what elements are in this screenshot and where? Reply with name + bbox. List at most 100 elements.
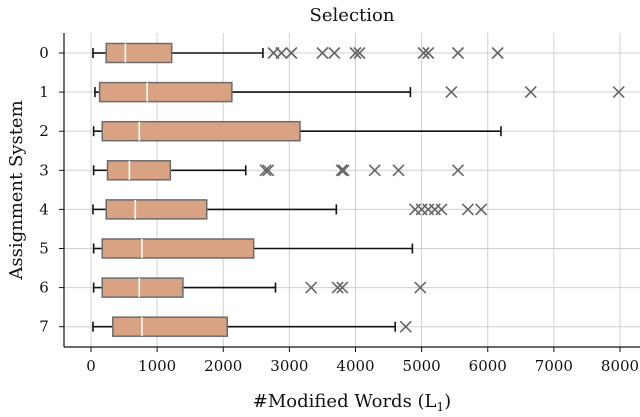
flier-marker xyxy=(417,46,430,60)
x-tick-label: 7000 xyxy=(535,357,573,375)
flier-stroke xyxy=(275,46,288,60)
flier-stroke xyxy=(445,86,458,99)
grid-layer xyxy=(64,33,640,347)
flier-stroke xyxy=(491,46,504,60)
y-tick-label: 4 xyxy=(39,200,49,218)
flier-stroke xyxy=(461,203,474,216)
axes-layer xyxy=(63,33,640,348)
flier-marker xyxy=(328,46,341,60)
box-group-4 xyxy=(92,199,488,220)
box-group-1 xyxy=(94,81,625,103)
flier-marker xyxy=(461,203,474,216)
flier-stroke xyxy=(451,164,465,177)
x-tick-label: 6000 xyxy=(469,357,507,375)
y-tick-label: 3 xyxy=(39,161,49,179)
flier-stroke xyxy=(328,46,341,60)
flier-marker xyxy=(414,281,427,294)
flier-marker xyxy=(259,164,272,177)
flier-stroke xyxy=(353,46,366,60)
chart-title: Selection xyxy=(310,5,395,26)
flier-marker xyxy=(524,86,537,99)
flier-marker xyxy=(316,46,329,60)
x-axis-label: #Modified Words (L1) xyxy=(253,391,451,414)
flier-stroke xyxy=(305,281,318,294)
flier-marker xyxy=(368,164,381,177)
flier-marker xyxy=(475,203,488,216)
flier-stroke xyxy=(262,164,275,177)
box xyxy=(98,81,233,103)
flier-marker xyxy=(285,46,298,60)
box xyxy=(112,316,228,337)
y-tick-label: 6 xyxy=(39,279,49,297)
y-tick-label: 2 xyxy=(39,122,49,140)
flier-stroke xyxy=(399,320,412,333)
flier-stroke xyxy=(422,46,435,60)
flier-stroke xyxy=(337,164,350,177)
flier-marker xyxy=(275,46,288,60)
x-tick-label: 4000 xyxy=(336,357,374,375)
box xyxy=(105,42,173,64)
flier-marker xyxy=(262,164,275,177)
flier-marker xyxy=(392,164,405,177)
y-tick-label: 1 xyxy=(39,83,49,101)
y-tick-label: 5 xyxy=(39,240,49,258)
flier-stroke xyxy=(335,164,348,177)
flier-marker xyxy=(435,203,448,216)
flier-marker xyxy=(349,46,362,60)
y-tick-label: 7 xyxy=(39,318,49,336)
flier-marker xyxy=(491,46,504,60)
y-tick-label: 0 xyxy=(39,44,49,62)
box xyxy=(101,277,184,298)
flier-stroke xyxy=(349,46,362,60)
flier-stroke xyxy=(368,164,381,177)
flier-stroke xyxy=(331,281,344,294)
flier-marker xyxy=(331,281,344,294)
flier-stroke xyxy=(475,203,488,216)
flier-marker xyxy=(336,281,349,294)
flier-marker xyxy=(422,46,435,60)
box-group-3 xyxy=(92,160,465,181)
flier-stroke xyxy=(417,46,430,60)
flier-stroke xyxy=(612,86,625,99)
flier-stroke xyxy=(435,203,448,216)
flier-marker xyxy=(305,281,318,294)
flier-stroke xyxy=(336,281,349,294)
flier-marker xyxy=(335,164,348,177)
x-tick-label: 8000 xyxy=(601,357,639,375)
box xyxy=(101,238,255,259)
x-tick-label: 3000 xyxy=(270,357,308,375)
flier-marker xyxy=(337,164,350,177)
x-tick-label: 0 xyxy=(86,357,96,375)
x-tick-label: 2000 xyxy=(204,357,242,375)
flier-stroke xyxy=(392,164,405,177)
box xyxy=(105,199,208,220)
y-axis-label: Assignment System xyxy=(6,100,27,280)
x-tick-label: 5000 xyxy=(403,357,441,375)
flier-stroke xyxy=(451,46,465,60)
flier-marker xyxy=(451,164,465,177)
flier-stroke xyxy=(316,46,329,60)
box xyxy=(106,160,172,181)
flier-marker xyxy=(445,86,458,99)
box-group-7 xyxy=(92,316,412,337)
x-axis-label-subscript: 1 xyxy=(437,400,445,414)
box-group-5 xyxy=(92,238,414,259)
flier-marker xyxy=(353,46,366,60)
x-tick-label: 1000 xyxy=(138,357,176,375)
flier-stroke xyxy=(414,281,427,294)
boxes-layer xyxy=(92,42,625,337)
box xyxy=(101,120,301,142)
x-axis-label-main: #Modified Words (L xyxy=(253,391,437,412)
flier-marker xyxy=(399,320,412,333)
flier-marker xyxy=(451,46,465,60)
ticks-layer: 0 1000 2000 3000 4000 5000 6000 7000 8000 0 1 2 3 4 5 6… xyxy=(39,44,639,375)
box-group-6 xyxy=(92,277,427,298)
flier-stroke xyxy=(285,46,298,60)
flier-marker xyxy=(612,86,625,99)
flier-stroke xyxy=(524,86,537,99)
flier-stroke xyxy=(259,164,272,177)
x-axis-label-suffix: ) xyxy=(444,391,451,412)
box-group-0 xyxy=(92,42,504,64)
box-group-2 xyxy=(92,120,502,142)
